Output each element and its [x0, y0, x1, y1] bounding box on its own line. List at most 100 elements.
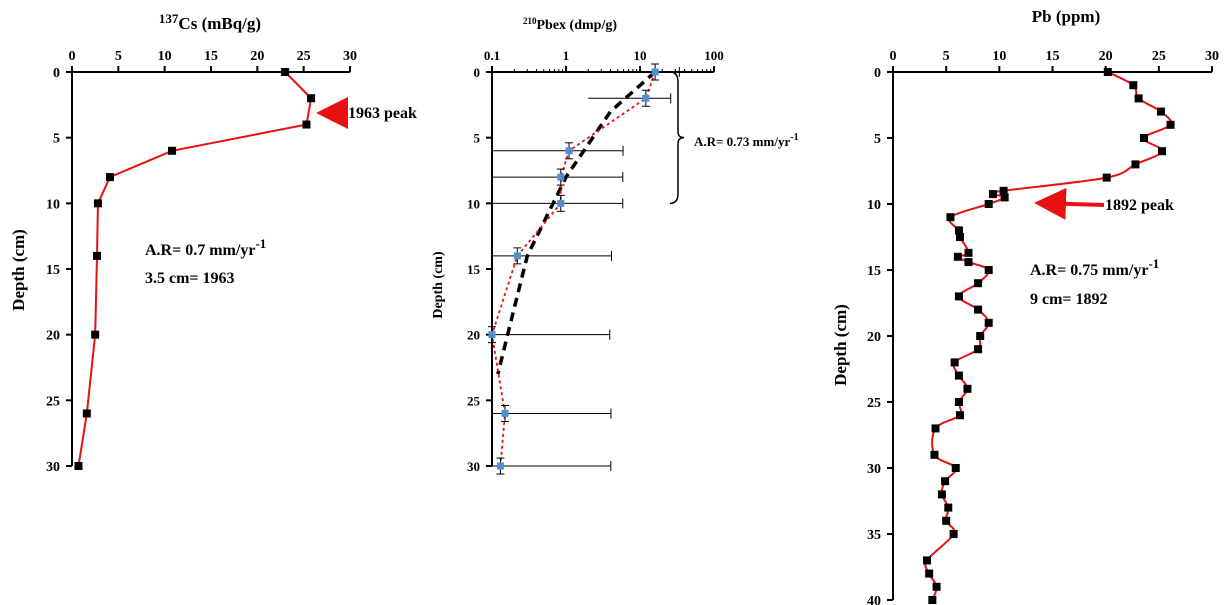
cs-x-tick-label: 5 — [115, 49, 122, 64]
cs-y-tick-label: 0 — [53, 66, 60, 81]
cs-x-tick-label: 30 — [343, 49, 357, 64]
pbex-data-point — [501, 409, 509, 417]
pb-data-point — [1156, 107, 1165, 116]
pb-y-tick-label: 20 — [867, 330, 881, 345]
pb-data-point — [984, 266, 993, 274]
pb-y-tick-label: 35 — [867, 528, 881, 543]
pb-series-line — [924, 71, 1173, 601]
cs-data-point — [302, 120, 311, 129]
pb-rate-main: A.R= 0.75 mm/yr — [1030, 262, 1148, 279]
pb-data-point — [1103, 68, 1112, 76]
pb-y-tick-label: 5 — [874, 132, 881, 147]
pbex-y-tick-label: 0 — [474, 65, 481, 80]
pb-peak-arrow — [1034, 187, 1105, 220]
pb-data-point — [955, 233, 964, 241]
pbex-y-tick-label: 25 — [467, 393, 481, 408]
cs-data-point — [281, 68, 290, 76]
cs-series-line — [77, 71, 313, 467]
pbex-y-tick-label: 15 — [467, 262, 481, 277]
pb-data-point — [954, 398, 963, 406]
pb-data-point — [949, 530, 958, 538]
pb-peak-label: 1892 peak — [1105, 197, 1174, 214]
pb-data-point — [1166, 120, 1175, 129]
cs-x-tick-label: 10 — [158, 49, 172, 64]
cs-y-tick-label: 10 — [46, 197, 60, 212]
pbex-y-axis-title: Depth (cm) — [431, 251, 446, 319]
pb-data-point — [1134, 94, 1143, 103]
pb-data-point — [954, 226, 963, 235]
pbex-x-axis-title: 210Pbex (dmp/g) — [523, 16, 617, 33]
pb-x-tick-label: 30 — [1205, 49, 1219, 64]
pbex-data-point — [557, 173, 565, 181]
cs-date-label: 3.5 cm= 1963 — [145, 270, 235, 287]
cs-x-axis-title: 137Cs (mBq/g) — [159, 11, 261, 33]
pbex-x-tick-label: 0.1 — [484, 48, 500, 63]
pb-y-tick-label: 40 — [867, 594, 881, 605]
pb-x-tick-label: 20 — [1099, 49, 1113, 64]
pbex-rate-main: A.R= 0.73 mm/yr — [694, 134, 790, 149]
pbex-x-axis-title-sup: 210 — [523, 16, 537, 26]
pbex-data-point — [651, 68, 659, 76]
pb-data-point — [984, 318, 993, 327]
pb-data-point — [1102, 173, 1111, 182]
pb-data-point — [1129, 81, 1138, 90]
pbex-data-point — [642, 94, 650, 102]
pb-data-point — [946, 213, 955, 222]
pb-data-point — [1131, 160, 1140, 169]
pbex-data-point — [565, 147, 573, 155]
pb-data-point — [953, 252, 962, 261]
pb-data-point — [976, 332, 985, 340]
cs-y-tick-label: 20 — [46, 329, 60, 344]
cs-y-tick-label: 15 — [46, 263, 60, 278]
cs-y-tick-label: 5 — [53, 132, 60, 147]
pb-x-tick-label: 5 — [943, 49, 950, 64]
pb-rate-exp: -1 — [1148, 256, 1159, 271]
pb-data-point — [951, 464, 960, 472]
pb-x-tick-label: 25 — [1152, 49, 1166, 64]
pbex-x-axis-title-main: Pbex (dmp/g) — [537, 18, 618, 33]
cs137-chart: 0 5 10 15 20 25 30 0 5 10 15 20 25 30 137Cs (mBq/g) D… — [9, 11, 417, 475]
cs-x-axis-title-main: Cs (mBq/g) — [178, 14, 261, 33]
cs-x-tick-label: 0 — [69, 49, 76, 64]
cs-x-tick-label: 25 — [297, 49, 311, 64]
pb-data-point — [1000, 193, 1009, 202]
pb-y-tick-label: 25 — [867, 396, 881, 411]
pb-data-point — [937, 490, 946, 499]
pb-data-point — [1158, 147, 1167, 156]
pb-data-point — [954, 371, 963, 380]
pbex-data-point — [513, 252, 521, 260]
pbex210-chart: 0.1 1 10 100 0 5 10 15 20 25 30 210Pbex (dmp/g) De… — [431, 16, 799, 475]
cs-data-point — [93, 199, 102, 208]
pbex-data-point — [488, 331, 496, 339]
pb-y-tick-label: 10 — [867, 198, 881, 213]
pb-data-point — [984, 200, 993, 208]
pb-data-point — [928, 596, 937, 604]
cs-rate-exp: -1 — [255, 236, 266, 251]
pb-data-point — [944, 503, 953, 512]
pbex-x-tick-label: 100 — [704, 48, 724, 63]
pb-chart: 0 5 10 15 20 25 30 0 5 10 15 20 25 30 35 40 Pb (ppm) De… — [831, 7, 1219, 605]
pb-y-tick-label: 0 — [874, 66, 881, 81]
pb-data-point — [941, 477, 950, 486]
pbex-rate-brace — [669, 71, 685, 205]
pb-x-axis-title: Pb (ppm) — [1032, 7, 1100, 26]
cs-data-point — [82, 409, 91, 418]
cs-rate-label: A.R= 0.7 mm/yr-1 — [145, 236, 266, 259]
pb-data-point — [999, 186, 1008, 195]
pb-rate-label: A.R= 0.75 mm/yr-1 — [1030, 256, 1159, 279]
pb-data-point — [923, 556, 932, 565]
pb-y-axis-title: Depth (cm) — [831, 304, 850, 386]
pb-data-point — [964, 258, 973, 267]
pbex-y-tick-label: 20 — [467, 328, 480, 343]
pbex-y-tick-label: 5 — [474, 131, 481, 146]
pbex-rate-exp: -1 — [790, 132, 798, 143]
pbex-data-point — [557, 199, 565, 207]
pbex-rate-label: A.R= 0.73 mm/yr-1 — [694, 132, 799, 149]
pb-data-point — [974, 279, 983, 288]
cs-y-tick-label: 30 — [46, 460, 60, 475]
pb-date-label: 9 cm= 1892 — [1030, 291, 1108, 308]
pb-data-point — [931, 424, 940, 433]
pb-data-point — [942, 516, 951, 525]
cs-data-point — [307, 94, 316, 103]
